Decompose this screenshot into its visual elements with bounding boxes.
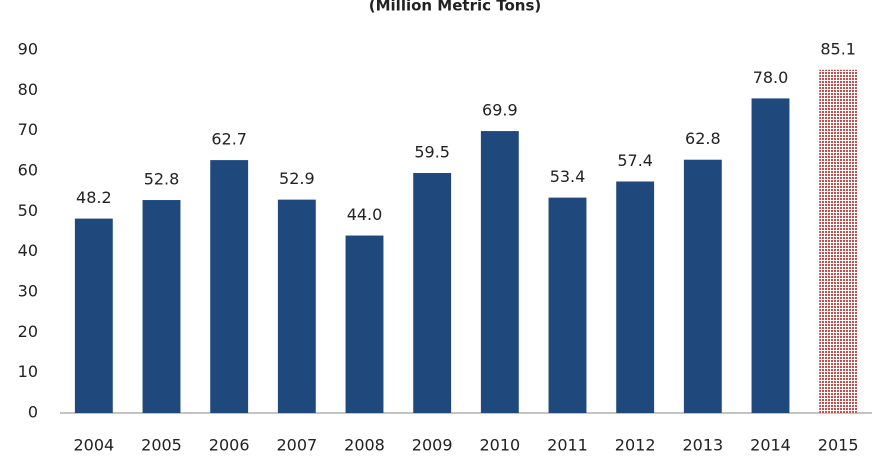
x-tick-label: 2011 <box>547 436 588 455</box>
bar <box>548 197 587 413</box>
x-tick-label: 2010 <box>479 436 520 455</box>
bar <box>683 159 722 413</box>
y-tick-label: 40 <box>18 241 38 260</box>
y-tick-label: 70 <box>18 120 38 139</box>
bar <box>210 160 249 413</box>
x-tick-label: 2006 <box>209 436 250 455</box>
y-tick-label: 50 <box>18 201 38 220</box>
value-label: 59.5 <box>414 143 450 162</box>
y-tick-label: 60 <box>18 161 38 180</box>
value-label: 85.1 <box>820 39 856 58</box>
y-tick-label: 80 <box>18 80 38 99</box>
bar <box>277 199 316 413</box>
bar <box>74 218 113 413</box>
y-tick-label: 0 <box>28 403 38 422</box>
y-tick-label: 30 <box>18 282 38 301</box>
bar <box>480 131 519 413</box>
x-tick-label: 2014 <box>750 436 791 455</box>
value-label: 52.8 <box>144 170 180 189</box>
bar <box>345 235 384 413</box>
value-label: 52.9 <box>279 169 315 188</box>
bar <box>819 69 858 413</box>
x-tick-label: 2012 <box>615 436 656 455</box>
value-label: 57.4 <box>617 151 653 170</box>
value-label: 48.2 <box>76 188 112 207</box>
x-tick-label: 2007 <box>276 436 317 455</box>
x-tick-label: 2009 <box>412 436 453 455</box>
value-label: 78.0 <box>753 68 789 87</box>
value-label: 44.0 <box>347 205 383 224</box>
value-label: 62.7 <box>211 130 247 149</box>
bar <box>751 98 790 414</box>
value-label: 69.9 <box>482 101 518 120</box>
y-tick-label: 10 <box>18 362 38 381</box>
x-tick-label: 2015 <box>818 436 859 455</box>
y-tick-label: 20 <box>18 322 38 341</box>
chart-title: (Million Metric Tons) <box>369 0 542 15</box>
y-tick-label: 90 <box>18 40 38 59</box>
x-tick-label: 2004 <box>73 436 114 455</box>
bar <box>413 173 452 413</box>
x-tick-label: 2013 <box>682 436 723 455</box>
bar <box>616 181 655 413</box>
value-label: 53.4 <box>550 167 586 186</box>
x-tick-label: 2005 <box>141 436 182 455</box>
x-tick-label: 2008 <box>344 436 385 455</box>
value-label: 62.8 <box>685 129 721 148</box>
bar <box>142 200 181 413</box>
